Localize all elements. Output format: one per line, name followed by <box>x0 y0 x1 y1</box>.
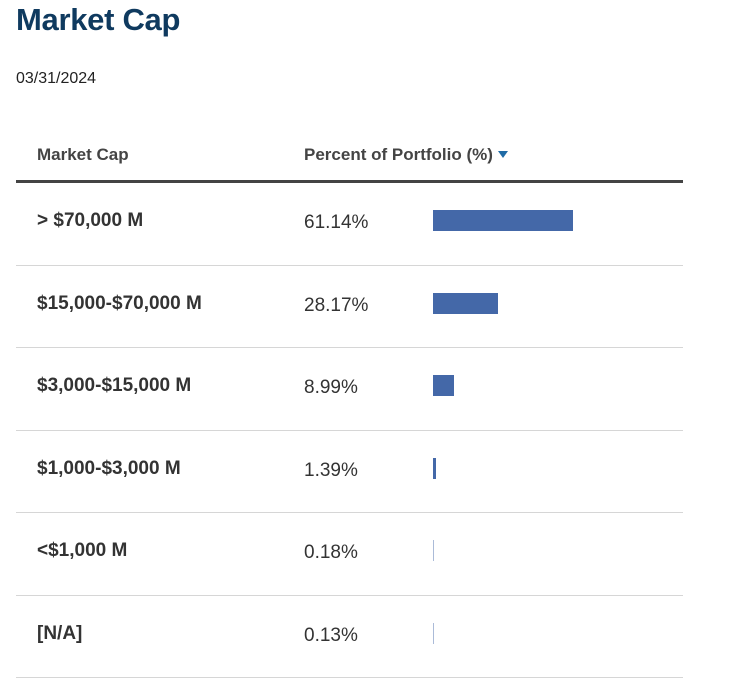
percent-bar <box>433 292 498 314</box>
market-cap-table: Market Cap Percent of Portfolio (%) > $7… <box>16 130 683 678</box>
sort-descending-icon[interactable] <box>497 150 508 158</box>
as-of-date: 03/31/2024 <box>16 70 97 87</box>
column-header-percent-sort[interactable]: Percent of Portfolio (%) <box>304 145 508 165</box>
column-header-market-cap-label: Market Cap <box>37 145 129 164</box>
percent-bar <box>433 210 573 231</box>
percent-bar <box>433 540 434 561</box>
category-label: [N/A] <box>37 622 83 644</box>
category-label: <$1,000 M <box>37 540 128 561</box>
percent-value: 1.39% <box>304 459 358 481</box>
percent-value: 0.18% <box>304 542 358 563</box>
percent-value: 61.14% <box>304 212 369 233</box>
table-row: $3,000-$15,000 M 8.99% <box>16 348 683 431</box>
column-header-market-cap: Market Cap <box>37 145 129 165</box>
category-label: $3,000-$15,000 M <box>37 375 192 396</box>
percent-bar <box>433 622 434 644</box>
table-row: [N/A] 0.13% <box>16 596 683 678</box>
percent-value: 8.99% <box>304 377 358 398</box>
table-header: Market Cap Percent of Portfolio (%) <box>16 130 683 183</box>
table-row: <$1,000 M 0.18% <box>16 513 683 596</box>
column-header-percent-label: Percent of Portfolio (%) <box>304 145 493 164</box>
table-body: > $70,000 M 61.14% $15,000-$70,000 M 28.17%… <box>16 183 683 678</box>
page-title: Market Cap <box>16 2 181 37</box>
percent-value: 28.17% <box>304 294 369 316</box>
category-label: $15,000-$70,000 M <box>37 292 202 314</box>
table-row: $15,000-$70,000 M 28.17% <box>16 266 683 348</box>
table-row: > $70,000 M 61.14% <box>16 183 683 266</box>
category-label: $1,000-$3,000 M <box>37 457 181 479</box>
percent-bar <box>433 375 454 396</box>
category-label: > $70,000 M <box>37 210 144 231</box>
percent-bar <box>433 457 437 479</box>
percent-value: 0.13% <box>304 624 358 646</box>
table-row: $1,000-$3,000 M 1.39% <box>16 431 683 513</box>
